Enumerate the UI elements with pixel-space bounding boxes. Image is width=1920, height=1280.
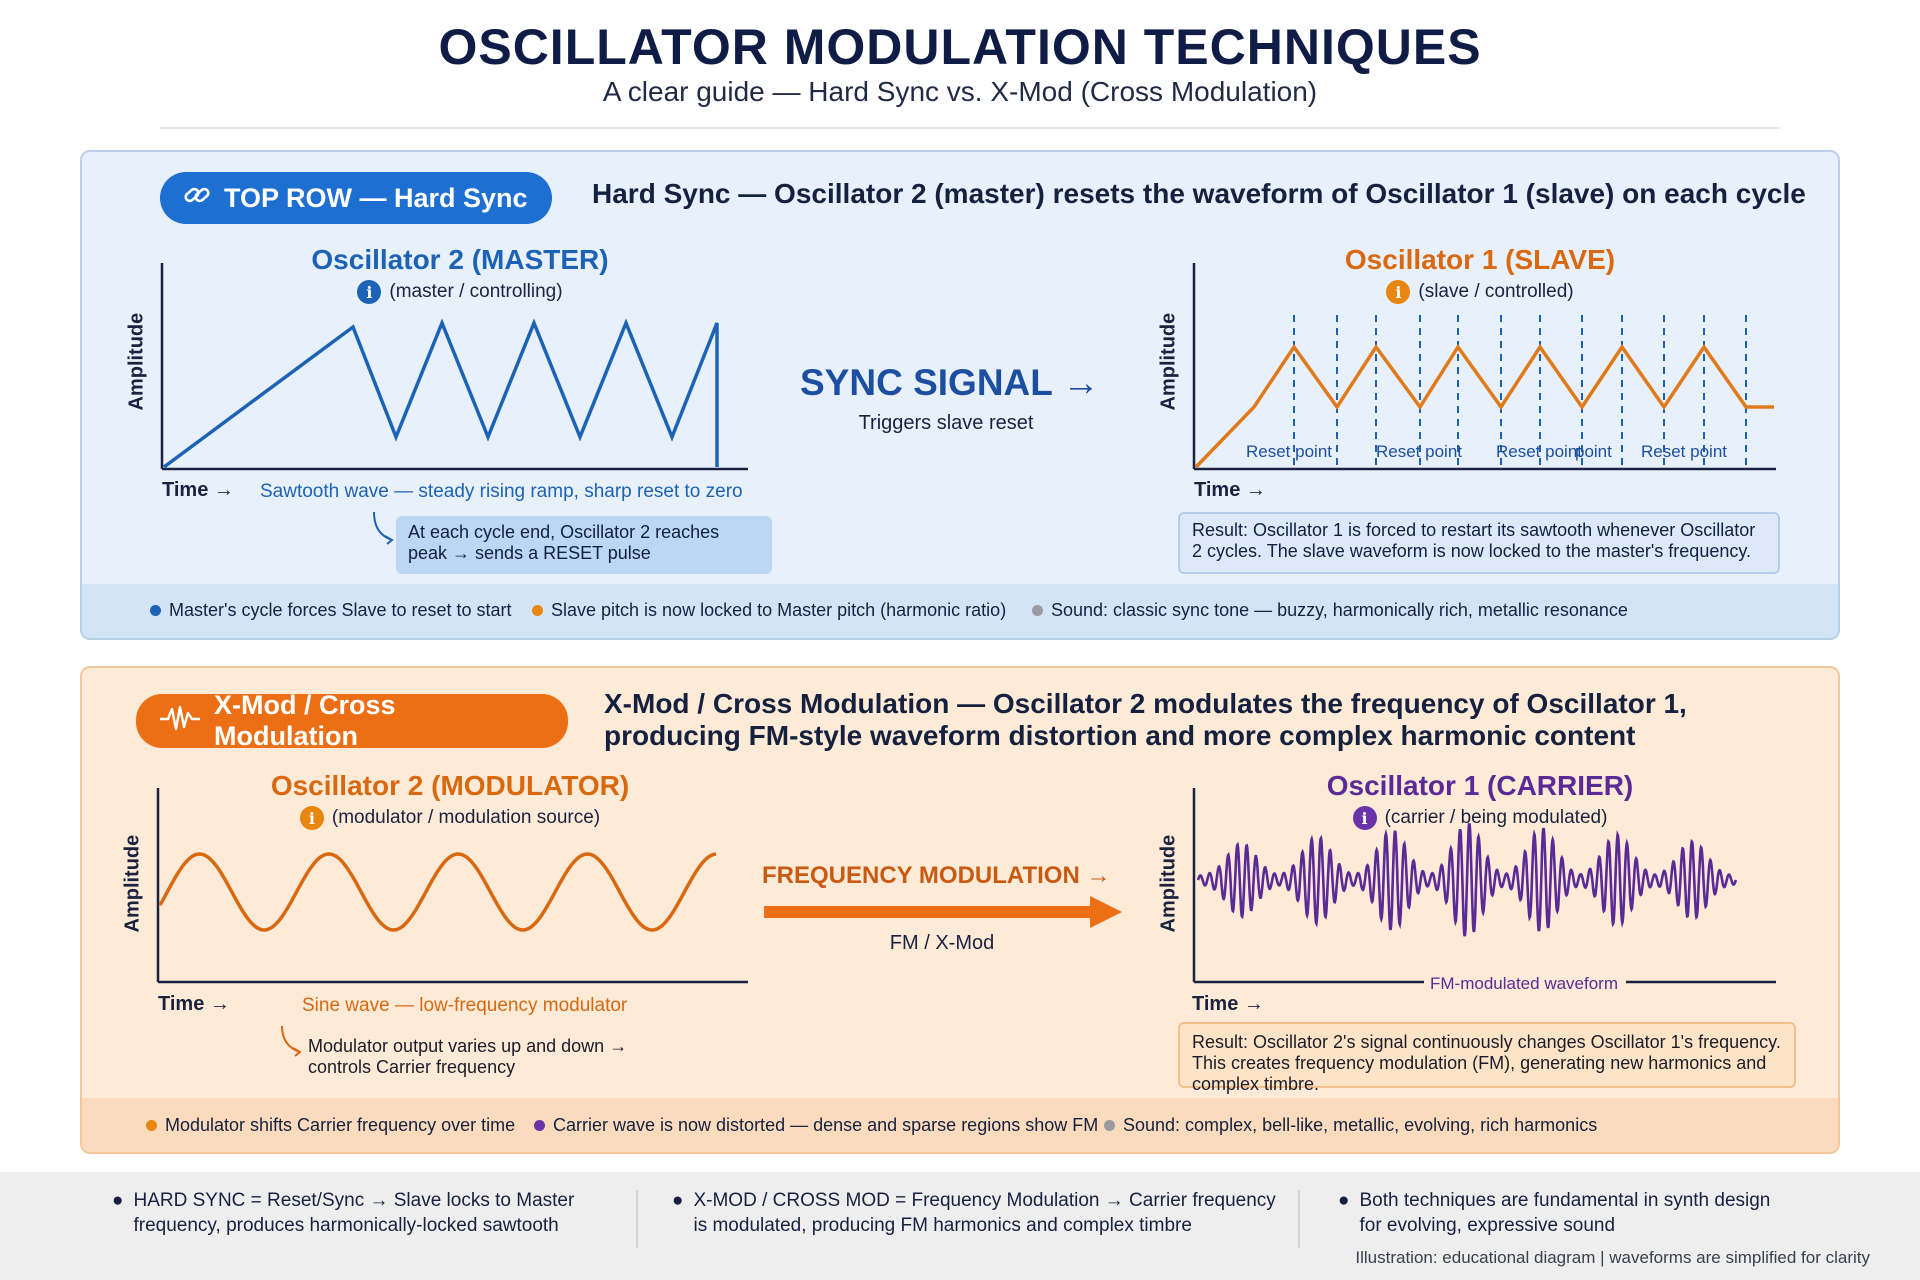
grey-dot-icon (1032, 605, 1043, 616)
sync-bullet-strip (82, 584, 1838, 638)
reset-point-label: point (1575, 442, 1612, 461)
reset-point-labels: Reset point Reset point Reset point poin… (1246, 442, 1727, 461)
sync-bullet: Master's cycle forces Slave to reset to … (150, 600, 512, 621)
slave-y-label: Amplitude (1157, 312, 1180, 411)
sync-bullet-text: Master's cycle forces Slave to reset to … (169, 600, 512, 620)
modulator-sine-chart (156, 788, 748, 984)
hard-sync-pill-label: TOP ROW — Hard Sync (224, 182, 528, 213)
xmod-bullet: Carrier wave is now distorted — dense an… (534, 1115, 1098, 1136)
master-sawtooth-chart (160, 263, 748, 471)
master-sawtooth-wave (162, 318, 719, 469)
info-icon: i (357, 280, 382, 304)
footer-xmod: ● X-MOD / CROSS MOD = Frequency Modulati… (672, 1188, 1292, 1238)
xmod-pill-label: X-Mod / Cross Modulation (214, 690, 396, 751)
info-icon: i (1352, 806, 1377, 830)
master-reset-callout: At each cycle end, Oscillator 2 reaches … (396, 516, 772, 574)
bullet-icon: ● (1338, 1190, 1350, 1211)
modulator-y-label: Amplitude (121, 834, 144, 933)
reset-point-label: Reset point (1496, 442, 1582, 461)
blue-dot-icon (150, 605, 161, 616)
carrier-fm-wave (1196, 823, 1738, 937)
footer-divider (1298, 1190, 1300, 1248)
slave-sync-wave (1194, 343, 1774, 469)
slave-result-box: Result: Oscillator 1 is forced to restar… (1178, 512, 1780, 574)
slave-subtitle: (slave / controlled) (1418, 281, 1574, 302)
reset-point-label: Reset point (1641, 442, 1727, 461)
xmod-bullet: Modulator shifts Carrier frequency over … (146, 1115, 515, 1136)
carrier-subtitle-row: i (carrier / being modulated) (1250, 806, 1710, 830)
footer-both: ● Both techniques are fundamental in syn… (1338, 1188, 1778, 1238)
modulator-subtitle: (modulator / modulation source) (331, 807, 601, 828)
hard-sync-heading: Hard Sync — Oscillator 2 (master) resets… (592, 178, 1806, 209)
orange-dot-icon (146, 1120, 157, 1131)
page-title: OSCILLATOR MODULATION TECHNIQUES (438, 19, 1482, 75)
xmod-bullet-text: Modulator shifts Carrier frequency over … (165, 1115, 516, 1135)
carrier-y-label: Amplitude (1157, 834, 1180, 933)
link-icon (182, 180, 212, 217)
footer-hard-sync: ● HARD SYNC = Reset/Sync → Slave locks t… (112, 1188, 632, 1238)
header-divider (160, 127, 1780, 129)
fm-waveform-label: FM-modulated waveform (1430, 974, 1618, 990)
bullet-icon: ● (672, 1190, 684, 1211)
bullet-icon: ● (112, 1190, 124, 1211)
carrier-title: Oscillator 1 (CARRIER) (1326, 770, 1634, 801)
sync-bullet-text: Sound: classic sync tone — buzzy, harmon… (1051, 600, 1628, 620)
grey-dot-icon (1104, 1120, 1115, 1131)
xmod-heading: X-Mod / Cross Modulation — Oscillator 2 … (604, 688, 1687, 751)
slave-x-label: Time → (1194, 479, 1266, 501)
footer (0, 1172, 1920, 1280)
footer-hard-sync-text: HARD SYNC = Reset/Sync → Slave locks to … (133, 1190, 575, 1236)
master-caption: Sawtooth wave — steady rising ramp, shar… (260, 481, 743, 502)
xmod-pill: X-Mod / Cross Modulation (136, 690, 568, 751)
master-x-label: Time → (162, 479, 234, 501)
master-subtitle: (master / controlling) (389, 281, 563, 302)
sync-signal-sub: Triggers slave reset (858, 412, 1034, 434)
reset-point-label: Reset point (1376, 442, 1462, 461)
footer-xmod-text: X-MOD / CROSS MOD = Frequency Modulation… (693, 1190, 1276, 1236)
modulator-sine-wave (158, 852, 717, 932)
master-title: Oscillator 2 (MASTER) (311, 244, 609, 275)
xmod-bullet-text: Sound: complex, bell-like, metallic, evo… (1123, 1115, 1598, 1135)
master-y-label: Amplitude (125, 312, 148, 411)
slave-sawtooth-chart: Reset point Reset point Reset point poin… (1192, 263, 1776, 471)
sync-bullet: Sound: classic sync tone — buzzy, harmon… (1032, 600, 1628, 621)
slave-title: Oscillator 1 (SLAVE) (1344, 244, 1616, 275)
curved-arrow-icon (373, 511, 394, 545)
footer-divider (636, 1190, 638, 1248)
xmod-bullet: Sound: complex, bell-like, metallic, evo… (1104, 1115, 1597, 1136)
carrier-fm-chart: FM-modulated waveform (1192, 788, 1776, 990)
carrier-subtitle: (carrier / being modulated) (1384, 807, 1608, 828)
footer-note: Illustration: educational diagram | wave… (1355, 1248, 1870, 1267)
reset-point-label: Reset point (1246, 442, 1332, 461)
xmod-bullet-strip (82, 1098, 1838, 1152)
modulator-callout: Modulator output varies up and down → co… (308, 1036, 628, 1077)
modulator-title: Oscillator 2 (MODULATOR) (270, 770, 630, 801)
footer-both-text: Both techniques are fundamental in synth… (1359, 1190, 1771, 1236)
fm-signal-sub: FM / X-Mod (889, 932, 995, 954)
page-subtitle: A clear guide — Hard Sync vs. X-Mod (Cro… (602, 76, 1318, 107)
info-icon: i (1386, 280, 1411, 304)
fm-arrow-icon (764, 896, 1122, 928)
carrier-x-label: Time → (1192, 993, 1264, 1015)
fm-signal-label: FREQUENCY MODULATION → (762, 862, 1111, 889)
sync-signal-label: SYNC SIGNAL → (800, 362, 1100, 403)
orange-dot-icon (532, 605, 543, 616)
waveform-icon (158, 703, 202, 740)
xmod-bullet-text: Carrier wave is now distorted — dense an… (553, 1115, 1099, 1135)
purple-dot-icon (534, 1120, 545, 1131)
carrier-result-box: Result: Oscillator 2's signal continuous… (1178, 1022, 1796, 1094)
info-icon: i (299, 806, 324, 830)
hard-sync-panel (80, 150, 1840, 640)
modulator-x-label: Time → (158, 993, 230, 1015)
hard-sync-pill: TOP ROW — Hard Sync (160, 172, 552, 224)
modulator-subtitle-row: i (modulator / modulation source) (220, 806, 680, 830)
curved-arrow-icon (281, 1025, 302, 1057)
modulator-caption: Sine wave — low-frequency modulator (302, 995, 628, 1016)
master-subtitle-row: i (master / controlling) (230, 280, 690, 304)
slave-subtitle-row: i (slave / controlled) (1250, 280, 1710, 304)
sync-bullet-text: Slave pitch is now locked to Master pitc… (551, 600, 1007, 620)
sync-bullet: Slave pitch is now locked to Master pitc… (532, 600, 1006, 621)
